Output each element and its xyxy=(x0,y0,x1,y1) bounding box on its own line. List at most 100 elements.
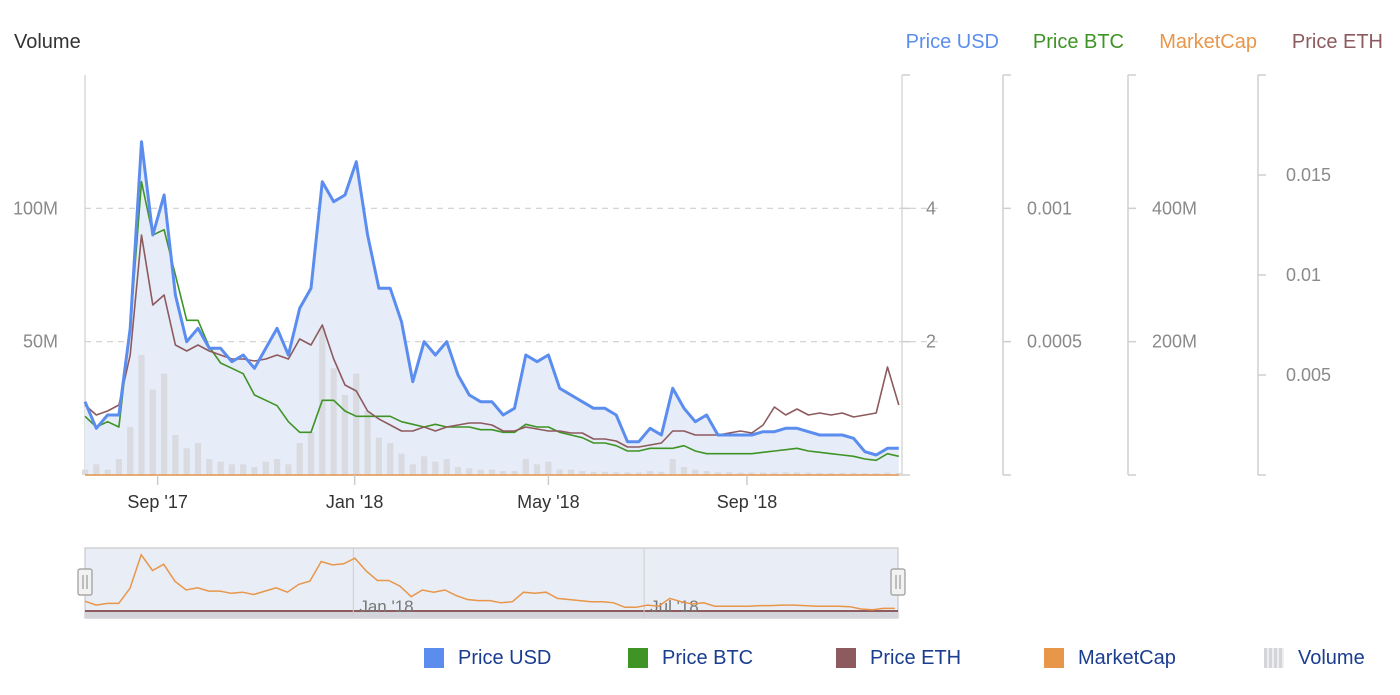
legend-item-price-usd[interactable]: Price USD xyxy=(424,646,551,670)
eth-tick-label: 0.015 xyxy=(1286,165,1331,185)
x-tick-label: Jan '18 xyxy=(326,492,383,512)
volume-bar xyxy=(556,469,563,475)
axis-title-eth: Price ETH xyxy=(1292,31,1383,53)
volume-bar xyxy=(488,469,495,475)
volume-bar xyxy=(251,467,258,475)
volume-bar xyxy=(635,472,642,475)
legend-item-price-btc[interactable]: Price BTC xyxy=(628,646,753,670)
volume-bar xyxy=(726,472,733,475)
navigator[interactable]: Jan '18 Jul '18 xyxy=(77,547,906,619)
legend-label: Price BTC xyxy=(662,646,754,669)
volume-bar xyxy=(228,464,235,475)
volume-bar xyxy=(341,395,348,475)
axis-title-btc: Price BTC xyxy=(1033,31,1124,53)
legend-item-marketcap[interactable]: MarketCap xyxy=(1044,646,1176,670)
axis-title-usd: Price USD xyxy=(906,31,999,53)
mcap-tick-label: 400M xyxy=(1152,198,1197,218)
volume-bar xyxy=(138,355,145,475)
chart-header: Volume Price USD Price BTC MarketCap Price E… xyxy=(14,31,1383,53)
volume-bar xyxy=(398,453,405,475)
x-tick-label: Sep '17 xyxy=(127,492,188,512)
volume-bar xyxy=(703,471,710,475)
volume-bar xyxy=(104,469,111,475)
eth-tick-label: 0.01 xyxy=(1286,265,1321,285)
legend-item-volume[interactable]: Volume xyxy=(1264,646,1365,670)
volume-bar xyxy=(760,472,767,475)
volume-bar xyxy=(409,464,416,475)
volume-bar xyxy=(737,472,744,475)
legend-item-price-eth[interactable]: Price ETH xyxy=(836,646,961,670)
usd-tick-label: 4 xyxy=(926,198,936,218)
volume-bar xyxy=(805,472,812,475)
x-tick-label: Sep '18 xyxy=(717,492,778,512)
handle-grip[interactable] xyxy=(890,568,906,596)
price-eth-line xyxy=(84,234,900,448)
volume-bar xyxy=(647,471,654,475)
volume-bar xyxy=(421,456,428,475)
volume-tick-label: 50M xyxy=(23,332,58,352)
navigator-marketcap-line xyxy=(84,553,895,611)
legend-label: MarketCap xyxy=(1078,646,1176,669)
volume-bar xyxy=(658,471,665,475)
volume-bar xyxy=(115,459,122,475)
axes: 50M 100M 2 4 0.0005 0.001 200M 400M 0.005 0.01 0.0… xyxy=(13,74,1331,512)
mcap-tick-label: 200M xyxy=(1152,332,1197,352)
volume-axis-title: Volume xyxy=(14,31,81,53)
volume-bar xyxy=(748,472,755,475)
legend-label: Price ETH xyxy=(870,646,962,669)
volume-bar xyxy=(477,469,484,475)
volume-bar xyxy=(873,473,880,475)
volume-bar xyxy=(443,459,450,475)
legend-label: Price USD xyxy=(458,646,552,669)
volume-bar xyxy=(884,472,891,475)
navigator-right-handle[interactable] xyxy=(890,568,906,596)
navigator-left-handle[interactable] xyxy=(77,568,93,596)
volume-bar xyxy=(692,469,699,475)
legend-swatch xyxy=(424,648,444,668)
volume-bar xyxy=(850,472,857,475)
volume-bar xyxy=(567,469,575,475)
legend-label: Volume xyxy=(1298,646,1365,669)
volume-bar xyxy=(454,467,462,475)
navigator-window[interactable] xyxy=(84,547,899,619)
volume-bar xyxy=(680,467,688,475)
btc-tick-label: 0.0005 xyxy=(1027,332,1082,352)
volume-bar xyxy=(601,471,608,475)
volume-bar xyxy=(330,368,337,475)
volume-bar xyxy=(81,469,89,475)
volume-bar xyxy=(387,443,394,475)
volume-bar xyxy=(296,443,303,475)
price-usd-area xyxy=(85,141,899,475)
volume-bar xyxy=(714,472,721,475)
legend-swatch xyxy=(1264,648,1284,668)
volume-bar xyxy=(172,435,179,475)
volume-bar xyxy=(93,464,100,475)
volume-bar xyxy=(816,472,823,475)
navigator-tick-label: Jul '18 xyxy=(650,597,699,616)
volume-bar xyxy=(375,437,382,475)
volume-bar xyxy=(827,472,834,475)
volume-bar xyxy=(274,459,281,475)
legend-swatch xyxy=(628,648,648,668)
volume-bar xyxy=(307,432,315,475)
legend-swatch xyxy=(1044,648,1064,668)
volume-bar xyxy=(669,459,676,475)
handle-grip[interactable] xyxy=(77,568,93,596)
volume-bar xyxy=(613,472,620,475)
volume-bar xyxy=(782,472,789,475)
volume-bar xyxy=(624,472,631,475)
volume-bar xyxy=(149,389,156,475)
volume-bar xyxy=(364,411,371,475)
volume-bar xyxy=(285,464,292,475)
axis-title-mcap: MarketCap xyxy=(1159,31,1257,53)
volume-bar xyxy=(240,464,247,475)
volume-bar xyxy=(353,373,360,475)
volume-bar xyxy=(206,459,213,475)
eth-tick-label: 0.005 xyxy=(1286,365,1331,385)
volume-bar xyxy=(579,471,586,475)
volume-bar xyxy=(861,473,868,475)
legend-swatch xyxy=(836,648,856,668)
volume-tick-label: 100M xyxy=(13,198,58,218)
volume-bar xyxy=(127,427,134,475)
